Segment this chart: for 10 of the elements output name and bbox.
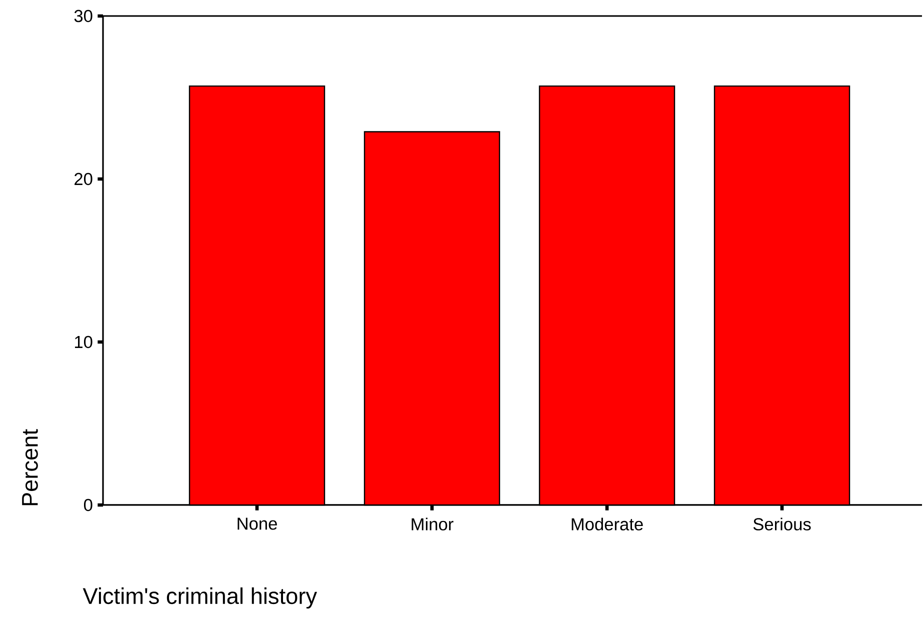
y-tick-label: 10 bbox=[75, 336, 92, 348]
x-tick-label: None bbox=[238, 518, 277, 530]
x-axis-title: Victim's criminal history bbox=[82, 587, 318, 609]
x-tick-label: Moderate bbox=[572, 518, 643, 530]
y-tick-label: 30 bbox=[74, 10, 92, 22]
x-tick-label: Minor bbox=[412, 518, 454, 530]
x-tick-label: Serious bbox=[753, 518, 811, 530]
y-tick-label: 0 bbox=[84, 498, 92, 512]
y-tick-label: 20 bbox=[74, 172, 92, 186]
y-axis-title: Percent bbox=[22, 429, 38, 506]
